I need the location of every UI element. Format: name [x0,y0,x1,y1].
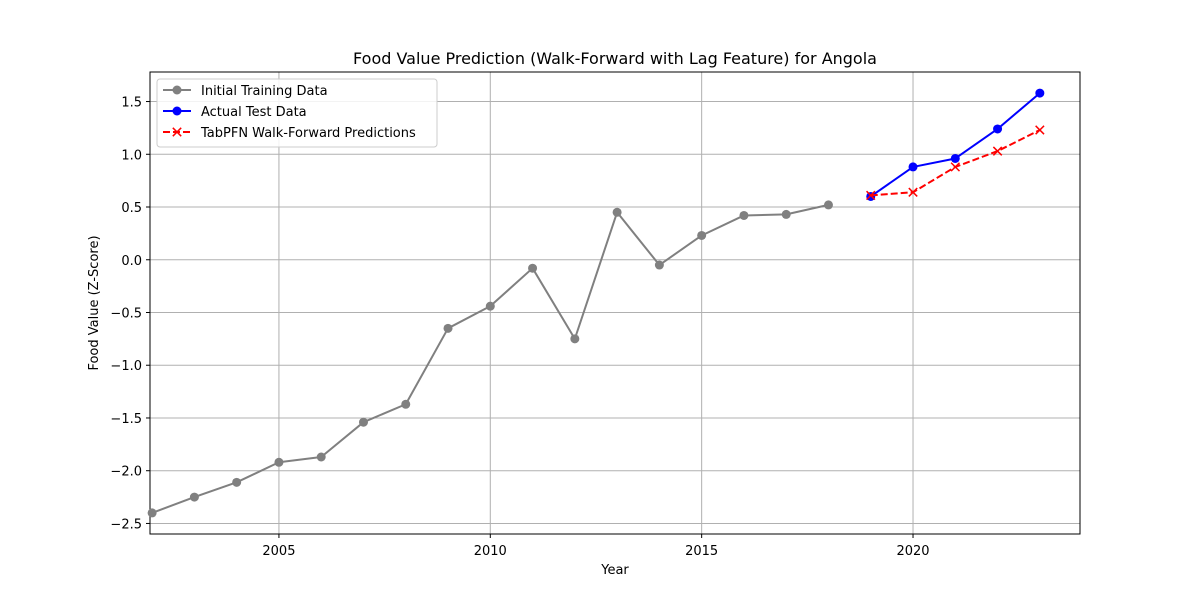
data-point [232,477,242,487]
plot-frame [149,71,1081,535]
data-point [401,399,411,409]
axis-ticks: 2005 2010 2015 2020 −2.5 −2.0 −1.5 −1.0 −0.5 0.0 0… [110,96,929,559]
x-marker-stroke [172,127,182,137]
data-point [739,210,749,220]
legend-item: Initial Training Data [163,84,328,99]
data-point [1035,88,1045,98]
legend-item: Actual Test Data [163,105,307,120]
data-point [612,207,622,217]
data-point [908,187,918,197]
x-tick-label: 2010 [474,544,507,559]
data-point [189,492,199,502]
y-tick-label: 0.5 [121,201,142,216]
data-point [570,334,580,344]
data-point [823,200,833,210]
y-tick-label: 1.0 [121,148,142,163]
data-point [950,153,960,163]
y-axis-title: Food Value (Z-Score) [87,235,102,370]
data-point [992,146,1003,156]
series-2 [866,125,1045,201]
legend-box [156,78,438,148]
data-point [950,162,961,172]
data-point [485,301,495,311]
x-tick-label: 2015 [685,544,718,559]
legend-item: TabPFN Walk-Forward Predictions [163,126,416,141]
x-marker-stroke [866,190,876,201]
legend-marker [172,127,182,137]
series-layer [147,88,1045,518]
legend-marker [172,106,182,116]
legend-label: Actual Test Data [201,105,307,120]
legend-marker [172,85,182,95]
legend: Initial Training Data Actual Test Data Tab… [156,78,438,148]
x-marker-stroke [1035,125,1045,135]
x-tick-label: 2020 [896,544,929,559]
data-point [358,417,368,427]
x-marker-stroke [992,146,1003,156]
data-point [908,162,918,172]
data-point [443,323,453,333]
y-tick-label: −1.0 [110,359,142,374]
data-point [316,452,326,462]
data-point [654,260,664,270]
y-tick-label: −2.0 [110,465,142,480]
legend-label: Initial Training Data [201,84,328,99]
data-point [697,230,707,240]
chart-title: Food Value Prediction (Walk-Forward with… [353,49,877,68]
y-tick-label: 0.0 [121,254,142,269]
x-axis-title: Year [600,563,629,578]
x-marker-stroke [908,187,918,197]
x-tick-label: 2005 [262,544,295,559]
y-tick-label: −0.5 [110,306,142,321]
data-point [147,508,157,518]
data-point [866,190,876,201]
data-point [781,209,791,219]
y-tick-label: −2.5 [110,517,142,532]
x-marker-stroke [950,162,961,172]
grid-lines [150,72,1080,534]
data-point [528,263,538,273]
legend-label: TabPFN Walk-Forward Predictions [200,126,416,141]
y-tick-label: 1.5 [121,96,142,111]
data-point [1035,125,1045,135]
series-0 [147,200,833,518]
y-tick-label: −1.5 [110,412,142,427]
data-point [993,124,1003,134]
data-point [274,457,284,467]
